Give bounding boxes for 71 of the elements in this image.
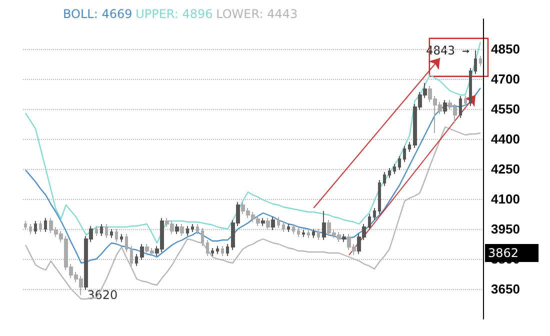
candlestick — [474, 50, 477, 74]
candlestick — [383, 172, 386, 186]
line-series — [24, 41, 482, 244]
y-tick-label: 3950 — [491, 222, 520, 236]
candlestick — [105, 224, 108, 238]
line-series — [313, 58, 441, 208]
candlestick — [322, 210, 326, 240]
text: UPPER: 4896 — [136, 7, 213, 21]
y-tick-label: 4550 — [491, 102, 520, 116]
candlestick — [44, 218, 47, 232]
candlestick — [140, 244, 144, 260]
candlestick — [403, 146, 406, 162]
candlestick — [125, 234, 128, 252]
candlestick — [282, 222, 285, 232]
candlestick — [388, 168, 391, 178]
candlestick — [221, 246, 224, 256]
candlestick — [408, 142, 411, 152]
candlestick — [307, 230, 310, 238]
text: BOLL: 4669 — [63, 7, 132, 21]
candlestick — [469, 68, 472, 106]
candlestick — [34, 220, 37, 234]
candlestick — [398, 156, 401, 170]
candlestick — [211, 248, 214, 256]
candlestick — [175, 224, 179, 234]
candlestick — [24, 220, 27, 230]
candlestick — [342, 234, 346, 242]
candlestick — [459, 96, 462, 118]
candlestick — [297, 228, 300, 238]
candlestick — [271, 216, 275, 230]
candlestick — [368, 214, 371, 230]
candlestick — [130, 246, 133, 266]
candlestick — [29, 224, 32, 234]
candlestick — [186, 226, 189, 236]
candlestick — [261, 218, 265, 226]
candlestick — [95, 226, 98, 236]
candlestick — [201, 228, 204, 246]
candlestick — [443, 100, 447, 114]
y-tick-label: 4400 — [491, 132, 520, 146]
candlestick — [115, 228, 118, 242]
candlestick — [287, 224, 290, 232]
candlestick — [393, 164, 396, 174]
candlestick — [317, 228, 320, 240]
y-tick-label: 4700 — [491, 72, 520, 86]
candlestick — [120, 234, 123, 242]
line-series — [24, 126, 482, 300]
text: LOWER: 4443 — [216, 7, 298, 21]
candlestick — [216, 246, 219, 254]
candlestick — [226, 244, 229, 256]
candlestick — [135, 254, 138, 266]
candlestick — [180, 224, 184, 236]
line-series — [24, 87, 482, 264]
candlestick — [110, 228, 113, 238]
candlestick — [292, 224, 295, 234]
candlestick — [100, 224, 103, 236]
y-tick-label: 3650 — [491, 282, 520, 296]
candlestick — [266, 218, 270, 230]
y-tick-label: 4100 — [491, 192, 520, 206]
candlestick — [373, 208, 376, 220]
y-tick-label: 4250 — [491, 162, 520, 176]
candlestick — [39, 220, 42, 232]
candlestick — [206, 240, 209, 256]
candlestick — [479, 56, 482, 66]
candlestick — [302, 230, 305, 238]
candlestick — [277, 216, 280, 228]
candlestick — [312, 228, 315, 238]
candlestick — [464, 96, 467, 106]
candlestick — [378, 180, 381, 214]
y-tick-label: 4850 — [491, 42, 520, 56]
text: 3862 — [488, 246, 519, 260]
candlestick — [196, 224, 199, 234]
candlestick — [191, 224, 194, 232]
